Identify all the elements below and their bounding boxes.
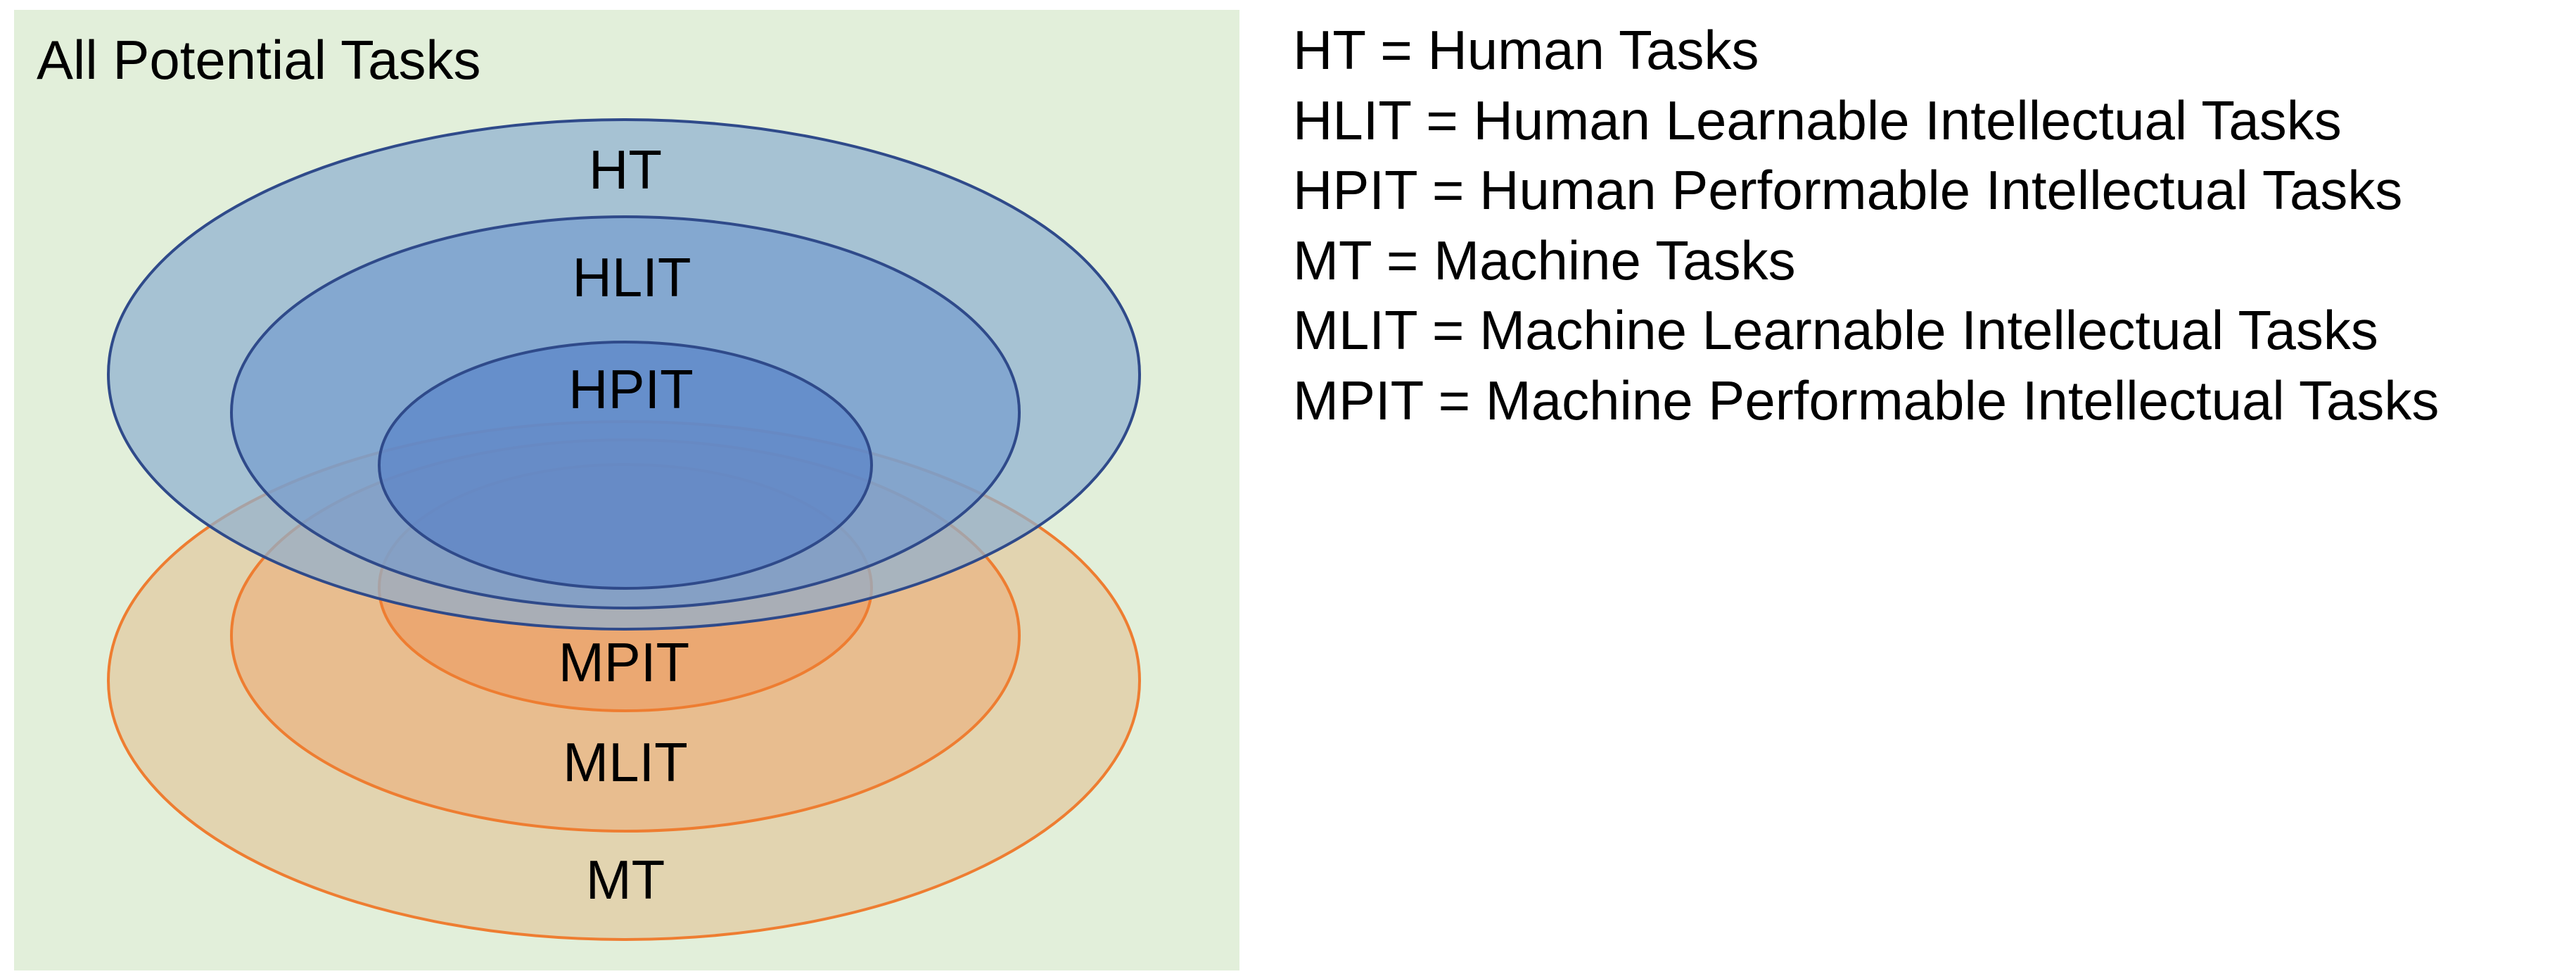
legend-item-mpit: MPIT = Machine Performable Intellectual … [1293, 369, 2440, 431]
hpit-label: HPIT [568, 358, 694, 420]
legend-item-ht: HT = Human Tasks [1293, 19, 1759, 81]
mt-label: MT [586, 849, 665, 911]
legend: HT = Human Tasks HLIT = Human Learnable … [1293, 15, 2439, 436]
ht-label: HT [589, 139, 662, 201]
legend-item-hpit: HPIT = Human Performable Intellectual Ta… [1293, 159, 2403, 221]
hlit-label: HLIT [572, 246, 691, 308]
diagram-title: All Potential Tasks [37, 29, 481, 91]
legend-item-hlit: HLIT = Human Learnable Intellectual Task… [1293, 89, 2342, 151]
mlit-label: MLIT [563, 731, 688, 793]
mpit-label: MPIT [559, 631, 689, 693]
legend-item-mt: MT = Machine Tasks [1293, 229, 1796, 291]
hpit-ellipse [378, 341, 873, 590]
legend-item-mlit: MLIT = Machine Learnable Intellectual Ta… [1293, 299, 2378, 361]
